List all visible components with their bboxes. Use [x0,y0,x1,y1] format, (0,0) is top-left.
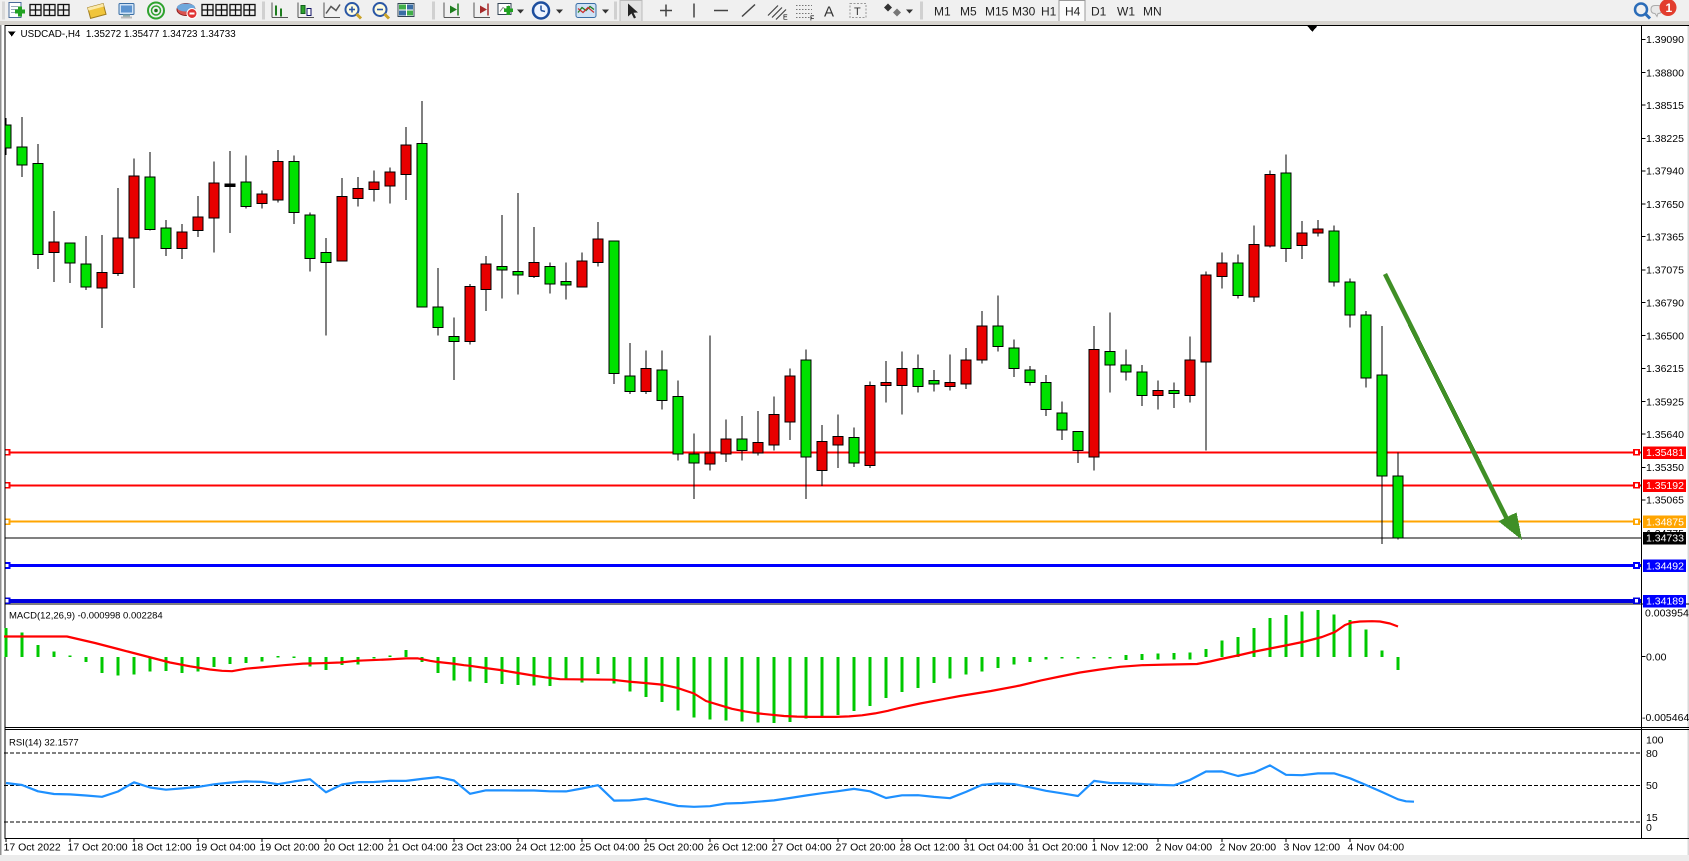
svg-text:1.34189: 1.34189 [1646,596,1684,608]
svg-text:25 Oct 20:00: 25 Oct 20:00 [644,842,704,854]
svg-text:E: E [783,15,788,22]
svg-text:1.35925: 1.35925 [1646,396,1684,408]
svg-text:1.35065: 1.35065 [1646,495,1684,507]
svg-text:1.38225: 1.38225 [1646,133,1684,145]
svg-text:1.34875: 1.34875 [1646,517,1684,529]
svg-text:1.36790: 1.36790 [1646,297,1684,309]
svg-text:0.00: 0.00 [1646,651,1667,663]
svg-text:4 Nov 04:00: 4 Nov 04:00 [1348,842,1405,854]
svg-text:26 Oct 12:00: 26 Oct 12:00 [708,842,768,854]
svg-text:1.34733: 1.34733 [1646,533,1684,545]
svg-text:20 Oct 12:00: 20 Oct 12:00 [324,842,384,854]
svg-text:-0.005464: -0.005464 [1642,712,1689,724]
svg-text:T: T [854,6,861,18]
svg-text:27 Oct 04:00: 27 Oct 04:00 [772,842,832,854]
svg-text:1 Nov 12:00: 1 Nov 12:00 [1092,842,1149,854]
svg-text:31 Oct 04:00: 31 Oct 04:00 [964,842,1024,854]
svg-text:50: 50 [1646,780,1658,792]
svg-text:1.35192: 1.35192 [1646,480,1684,492]
svg-text:RSI(14) 32.1577: RSI(14) 32.1577 [9,738,79,749]
svg-text:MN: MN [1143,5,1162,19]
svg-text:1.37940: 1.37940 [1646,166,1684,178]
svg-text:1.35481: 1.35481 [1646,447,1684,459]
svg-text:17 Oct 2022: 17 Oct 2022 [4,842,61,854]
svg-text:19 Oct 04:00: 19 Oct 04:00 [196,842,256,854]
svg-text:H4: H4 [1065,5,1081,19]
svg-text:1.35640: 1.35640 [1646,429,1684,441]
svg-text:23 Oct 23:00: 23 Oct 23:00 [452,842,512,854]
svg-text:1.35350: 1.35350 [1646,462,1684,474]
svg-text:100: 100 [1646,734,1664,746]
svg-text:2 Nov 20:00: 2 Nov 20:00 [1220,842,1277,854]
svg-text:2 Nov 04:00: 2 Nov 04:00 [1156,842,1213,854]
svg-text:1: 1 [1666,1,1673,15]
svg-text:1.37650: 1.37650 [1646,199,1684,211]
svg-text:1.37075: 1.37075 [1646,265,1684,277]
svg-text:1.34492: 1.34492 [1646,560,1684,572]
svg-text:1.36215: 1.36215 [1646,363,1684,375]
svg-text:M15: M15 [985,5,1009,19]
svg-text:80: 80 [1646,748,1658,760]
svg-text:28 Oct 12:00: 28 Oct 12:00 [900,842,960,854]
svg-text:M30: M30 [1012,5,1036,19]
svg-text:0.003954: 0.003954 [1645,608,1689,620]
svg-text:1.37365: 1.37365 [1646,232,1684,244]
svg-text:25 Oct 04:00: 25 Oct 04:00 [580,842,640,854]
svg-text:21 Oct 04:00: 21 Oct 04:00 [388,842,448,854]
svg-text:1.38515: 1.38515 [1646,100,1684,112]
svg-text:H1: H1 [1041,5,1057,19]
svg-text:A: A [824,4,834,21]
svg-text:F: F [810,16,814,22]
svg-text:24 Oct 12:00: 24 Oct 12:00 [516,842,576,854]
svg-text:1.38800: 1.38800 [1646,67,1684,79]
svg-text:MACD(12,26,9) -0.000998 0.0022: MACD(12,26,9) -0.000998 0.002284 [9,611,163,622]
svg-text:1.39090: 1.39090 [1646,34,1684,46]
svg-text:17 Oct 20:00: 17 Oct 20:00 [68,842,128,854]
svg-text:27 Oct 20:00: 27 Oct 20:00 [836,842,896,854]
svg-text:15: 15 [1646,812,1658,824]
svg-text:D1: D1 [1091,5,1107,19]
svg-text:31 Oct 20:00: 31 Oct 20:00 [1028,842,1088,854]
svg-text:18 Oct 12:00: 18 Oct 12:00 [132,842,192,854]
svg-text:USDCAD-,H4 1.35272 1.35477 1.: USDCAD-,H4 1.35272 1.35477 1.34723 1.347… [21,29,237,40]
svg-text:0: 0 [1646,822,1652,834]
svg-text:19 Oct 20:00: 19 Oct 20:00 [260,842,320,854]
svg-text:3 Nov 12:00: 3 Nov 12:00 [1284,842,1341,854]
svg-text:1.36500: 1.36500 [1646,331,1684,343]
svg-text:M5: M5 [960,5,977,19]
svg-text:M1: M1 [934,5,951,19]
svg-text:W1: W1 [1117,5,1135,19]
